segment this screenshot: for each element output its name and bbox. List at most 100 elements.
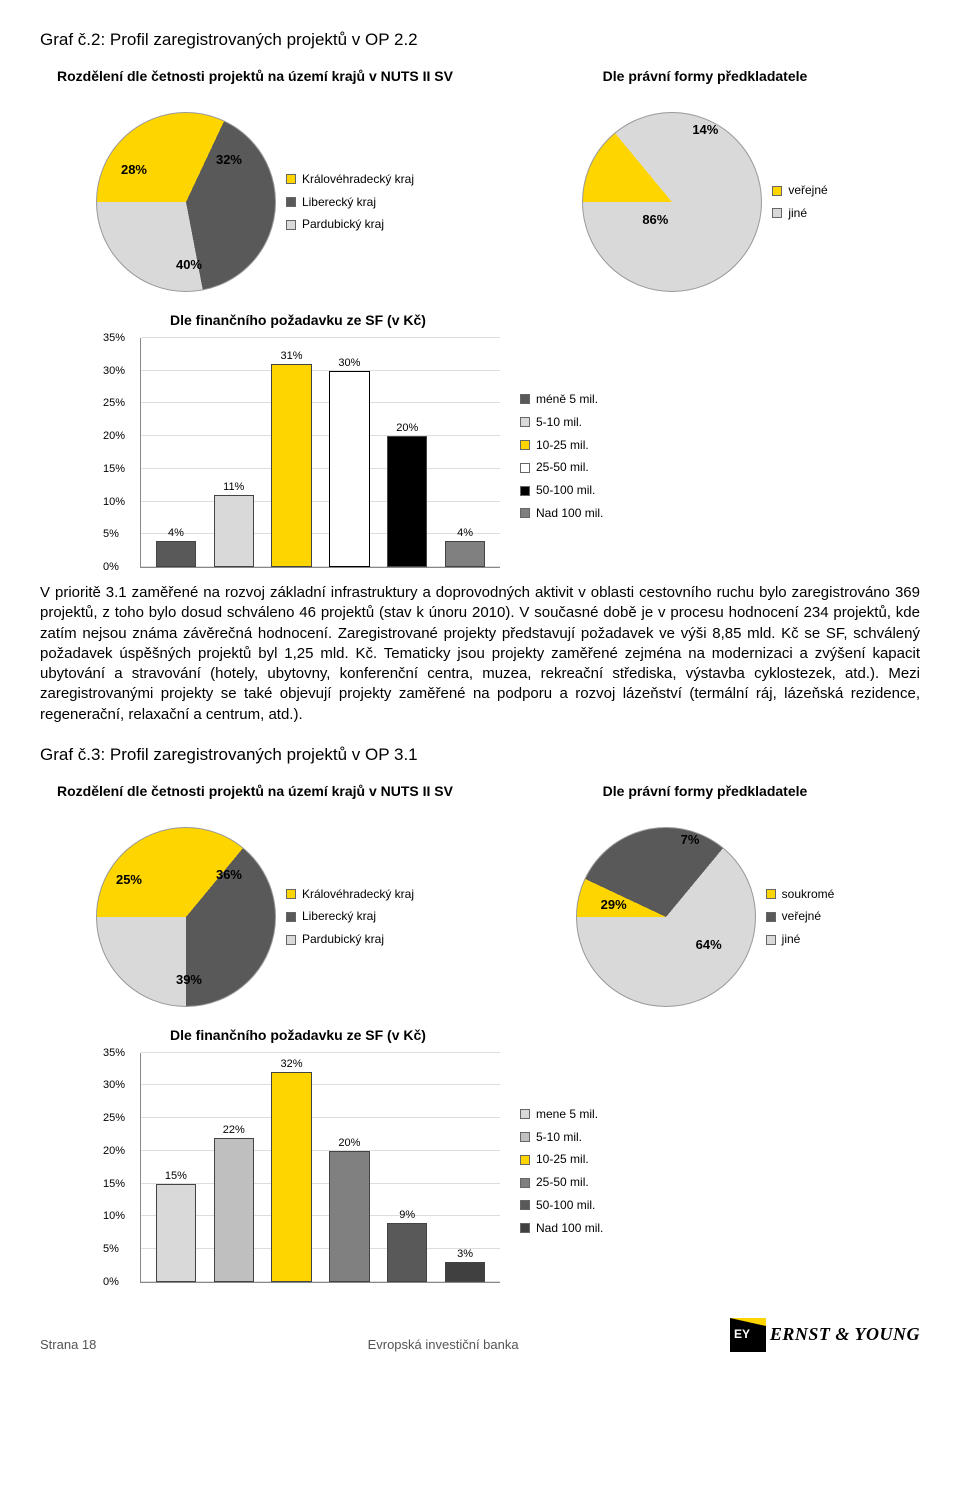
legend-item: mene 5 mil. xyxy=(520,1103,603,1126)
legend-item: 10-25 mil. xyxy=(520,1148,603,1171)
legend-label: 5-10 mil. xyxy=(536,1126,582,1149)
legend-label: jiné xyxy=(788,202,807,225)
legend-swatch xyxy=(766,912,776,922)
footer-center-text: Evropská investiční banka xyxy=(368,1337,519,1352)
legend-label: 50-100 mil. xyxy=(536,479,595,502)
legend-item: 25-50 mil. xyxy=(520,456,603,479)
legend-swatch xyxy=(520,1109,530,1119)
y-axis-label: 10% xyxy=(103,1210,125,1222)
legend-swatch xyxy=(286,174,296,184)
bar xyxy=(387,1223,427,1282)
graf23-bar-section: Dle finančního požadavku ze SF (v Kč) 0%… xyxy=(40,1027,920,1283)
legend-item: veřejné xyxy=(766,905,835,928)
legend-swatch xyxy=(286,197,296,207)
pie-slice-label: 29% xyxy=(601,897,627,912)
legend-label: Nad 100 mil. xyxy=(536,1217,603,1240)
graf23-pie-left-panel: Rozdělení dle četnosti projektů na území… xyxy=(40,783,470,1007)
legend-item: 50-100 mil. xyxy=(520,479,603,502)
pie-slice-label: 14% xyxy=(692,122,718,137)
legend-item: 5-10 mil. xyxy=(520,1126,603,1149)
bar-value-label: 9% xyxy=(399,1209,415,1221)
y-axis-label: 5% xyxy=(103,1243,119,1255)
bar-value-label: 11% xyxy=(223,481,244,493)
bar xyxy=(329,371,369,567)
legend-item: Pardubický kraj xyxy=(286,928,414,951)
svg-text:EY: EY xyxy=(734,1327,750,1341)
bar-value-label: 30% xyxy=(338,357,360,369)
graf23-title: Graf č.3: Profil zaregistrovaných projek… xyxy=(40,745,920,765)
legend-label: soukromé xyxy=(782,883,835,906)
legend-item: 10-25 mil. xyxy=(520,434,603,457)
bar xyxy=(445,1262,485,1282)
legend-swatch xyxy=(286,220,296,230)
bar xyxy=(156,1184,196,1282)
legend-label: jiné xyxy=(782,928,801,951)
legend-swatch xyxy=(520,1200,530,1210)
legend-label: méně 5 mil. xyxy=(536,388,598,411)
legend-label: Liberecký kraj xyxy=(302,191,376,214)
legend-label: Královéhradecký kraj xyxy=(302,883,414,906)
bar-value-label: 22% xyxy=(223,1124,245,1136)
y-axis-label: 35% xyxy=(103,332,125,344)
legend-swatch xyxy=(772,208,782,218)
graf23-pie-left: 36%39%25% xyxy=(96,827,276,1007)
legend-swatch xyxy=(520,394,530,404)
bar xyxy=(214,495,254,567)
graf23-bar-chart: 0%5%10%15%20%25%30%35%15%22%32%20%9%3% xyxy=(140,1053,500,1283)
legend-item: veřejné xyxy=(772,179,827,202)
graf22-title: Graf č.2: Profil zaregistrovaných projek… xyxy=(40,30,920,50)
y-axis-label: 20% xyxy=(103,1145,125,1157)
legend-label: veřejné xyxy=(782,905,821,928)
legend-item: Liberecký kraj xyxy=(286,905,414,928)
legend-item: méně 5 mil. xyxy=(520,388,603,411)
legend-swatch xyxy=(520,486,530,496)
legend-label: 5-10 mil. xyxy=(536,411,582,434)
y-axis-label: 30% xyxy=(103,1079,125,1091)
legend-label: 10-25 mil. xyxy=(536,434,589,457)
bar xyxy=(156,541,196,567)
bar-value-label: 20% xyxy=(396,422,418,434)
ey-logo-text: ERNST & YOUNG xyxy=(770,1324,920,1345)
graf22-pie-right-legend: veřejnéjiné xyxy=(772,179,827,225)
body-paragraph: V prioritě 3.1 zaměřené na rozvoj základ… xyxy=(40,583,920,725)
legend-label: Pardubický kraj xyxy=(302,928,384,951)
graf23-bar-legend: mene 5 mil.5-10 mil.10-25 mil.25-50 mil.… xyxy=(520,1103,603,1240)
graf22-pie-right: 14% 86% xyxy=(582,112,762,292)
legend-swatch xyxy=(286,912,296,922)
legend-item: 5-10 mil. xyxy=(520,411,603,434)
legend-item: jiné xyxy=(772,202,827,225)
y-axis-label: 0% xyxy=(103,1276,119,1288)
pie-slice-label: 36% xyxy=(216,867,242,882)
legend-label: Nad 100 mil. xyxy=(536,502,603,525)
legend-swatch xyxy=(286,889,296,899)
legend-swatch xyxy=(520,463,530,473)
bar-value-label: 20% xyxy=(338,1137,360,1149)
legend-swatch xyxy=(520,440,530,450)
bar xyxy=(387,436,427,567)
graf23-pies-row: Rozdělení dle četnosti projektů na území… xyxy=(40,783,920,1007)
y-axis-label: 0% xyxy=(103,561,119,573)
pie-slice-label: 86% xyxy=(642,212,668,227)
graf22-pie-left-legend: Královéhradecký krajLiberecký krajPardub… xyxy=(286,168,414,236)
legend-label: Pardubický kraj xyxy=(302,213,384,236)
bar-value-label: 3% xyxy=(457,1248,473,1260)
legend-item: 50-100 mil. xyxy=(520,1194,603,1217)
legend-label: Liberecký kraj xyxy=(302,905,376,928)
graf22-bar-legend: méně 5 mil.5-10 mil.10-25 mil.25-50 mil.… xyxy=(520,388,603,525)
page-footer: Strana 18 Evropská investiční banka EY E… xyxy=(0,1303,960,1372)
graf22-pie-right-title: Dle právní formy předkladatele xyxy=(490,68,920,102)
legend-swatch xyxy=(520,1178,530,1188)
y-axis-label: 25% xyxy=(103,1112,125,1124)
bar-value-label: 32% xyxy=(281,1058,303,1070)
legend-label: 25-50 mil. xyxy=(536,1171,589,1194)
y-axis-label: 15% xyxy=(103,463,125,475)
bar xyxy=(271,1072,311,1281)
legend-item: soukromé xyxy=(766,883,835,906)
bar xyxy=(214,1138,254,1282)
legend-label: mene 5 mil. xyxy=(536,1103,598,1126)
pie-slice-label: 32% xyxy=(216,152,242,167)
pie-slice-label: 25% xyxy=(116,872,142,887)
graf23-pie-left-legend: Královéhradecký krajLiberecký krajPardub… xyxy=(286,883,414,951)
legend-label: veřejné xyxy=(788,179,827,202)
graf23-bar-title: Dle finančního požadavku ze SF (v Kč) xyxy=(170,1027,920,1043)
